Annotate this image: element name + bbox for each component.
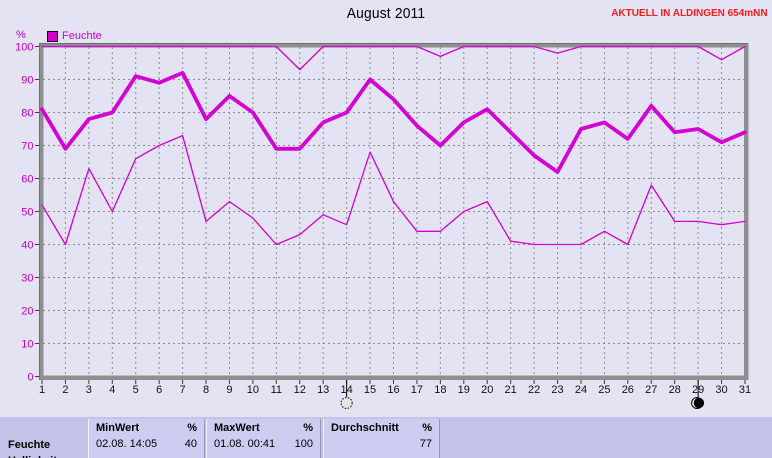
svg-text:3: 3 [86, 384, 92, 396]
svg-text:1: 1 [39, 384, 45, 396]
svg-text:19: 19 [458, 384, 470, 396]
durchschnitt-unit: % [422, 422, 432, 434]
maxwert-value: 100 [294, 438, 313, 450]
svg-text:25: 25 [598, 384, 610, 396]
maxwert-unit: % [303, 422, 313, 434]
y-axis-labels: 0 10 20 30 40 50 60 70 80 90 100 [15, 42, 33, 384]
svg-text:8: 8 [203, 384, 209, 396]
x-axis-labels: 1 2 3 4 5 6 7 8 9 10 11 12 13 14 15 16 17 18 19 20 21 22 23 24 2… [39, 384, 751, 396]
stats-next-row-label: Helligkeit [8, 455, 57, 458]
maxwert-datetime: 01.08. 00:41 [214, 438, 276, 450]
svg-text:27: 27 [645, 384, 657, 396]
svg-text:7: 7 [180, 384, 186, 396]
svg-text:17: 17 [411, 384, 423, 396]
svg-text:10: 10 [247, 384, 259, 396]
svg-text:9: 9 [226, 384, 232, 396]
minwert-box: MinWert % 02.08. 14:05 40 [88, 419, 205, 458]
svg-text:20: 20 [481, 384, 493, 396]
durchschnitt-value: 77 [419, 438, 432, 450]
svg-text:23: 23 [551, 384, 563, 396]
minwert-header: MinWert [96, 422, 140, 434]
svg-text:2: 2 [62, 384, 68, 396]
stats-row-label: Feuchte [8, 439, 51, 451]
svg-text:26: 26 [622, 384, 634, 396]
svg-text:100: 100 [15, 42, 33, 54]
series-feuchte-min [41, 134, 746, 246]
svg-text:15: 15 [364, 384, 376, 396]
legend: Feuchte [47, 30, 102, 42]
svg-text:18: 18 [434, 384, 446, 396]
svg-text:6: 6 [156, 384, 162, 396]
axis-ticks [35, 46, 746, 384]
minwert-unit: % [187, 422, 197, 434]
svg-text:50: 50 [21, 207, 33, 219]
svg-text:40: 40 [21, 240, 33, 252]
svg-text:70: 70 [21, 141, 33, 153]
minwert-value: 40 [184, 438, 197, 450]
svg-text:0: 0 [27, 372, 33, 384]
svg-text:16: 16 [387, 384, 399, 396]
svg-text:28: 28 [669, 384, 681, 396]
y-axis-unit-label: % [16, 29, 26, 41]
svg-text:10: 10 [21, 339, 33, 351]
maxwert-box: MaxWert % 01.08. 00:41 100 [206, 419, 321, 458]
durchschnitt-box: Durchschnitt % 77 [323, 419, 440, 458]
svg-text:21: 21 [505, 384, 517, 396]
maxwert-header: MaxWert [214, 422, 260, 434]
series-feuchte-max [41, 45, 746, 71]
svg-text:20: 20 [21, 306, 33, 318]
durchschnitt-header: Durchschnitt [331, 422, 399, 434]
svg-text:12: 12 [294, 384, 306, 396]
legend-label: Feuchte [62, 30, 102, 42]
svg-text:11: 11 [271, 384, 282, 396]
minwert-datetime: 02.08. 14:05 [96, 438, 158, 450]
series-feuchte-mittel [40, 71, 747, 174]
svg-text:4: 4 [109, 384, 115, 396]
svg-text:80: 80 [21, 108, 33, 120]
svg-text:30: 30 [715, 384, 727, 396]
stats-table: Feuchte Helligkeit MinWert % 02.08. 14:0… [0, 417, 772, 458]
station-status-text: AKTUELL IN ALDINGEN 654mNN [611, 7, 768, 19]
full-moon-marker [340, 380, 353, 410]
plot-frame [39, 43, 749, 380]
svg-text:24: 24 [575, 384, 587, 396]
new-moon-marker [691, 380, 705, 409]
svg-text:5: 5 [133, 384, 139, 396]
svg-text:22: 22 [528, 384, 540, 396]
svg-text:90: 90 [21, 75, 33, 87]
svg-text:31: 31 [739, 384, 751, 396]
chart-title: August 2011 [346, 5, 426, 22]
legend-swatch-icon [47, 30, 58, 42]
svg-text:13: 13 [317, 384, 329, 396]
svg-text:60: 60 [21, 174, 33, 186]
gridlines [43, 47, 744, 375]
svg-text:30: 30 [21, 273, 33, 285]
